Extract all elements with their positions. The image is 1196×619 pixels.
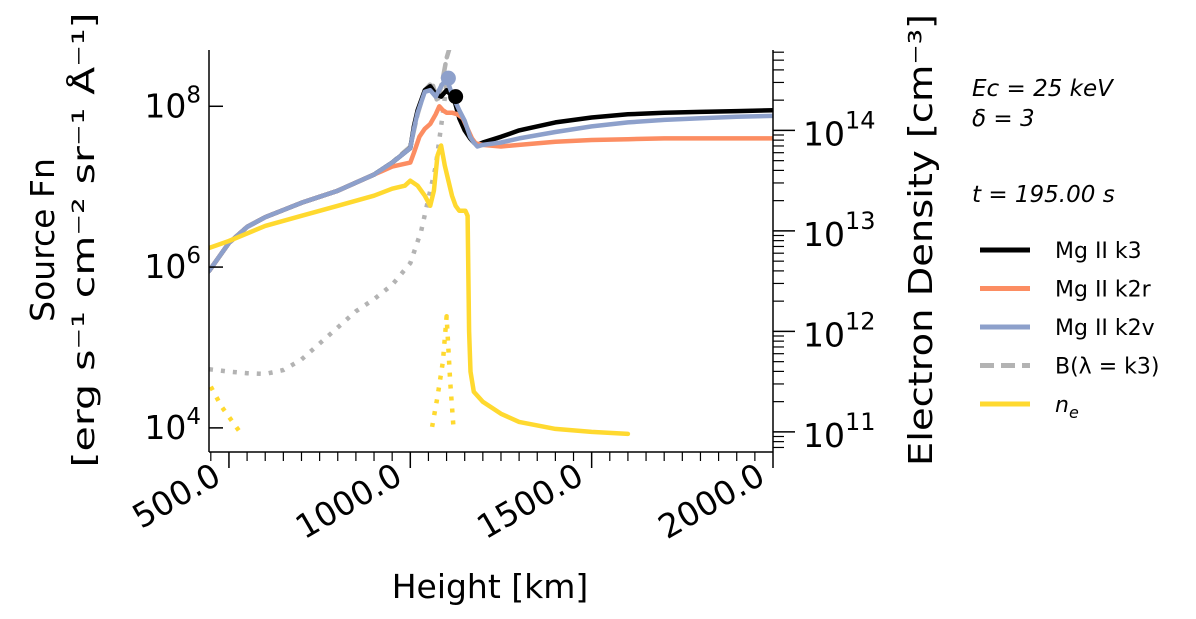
y-left-tick-label: 104 [144, 404, 201, 447]
series-line-mg-ii-k3 [209, 83, 773, 274]
annotation-time: t = 195.00 s [972, 182, 1115, 208]
legend-label: Mg II k2r [1055, 278, 1152, 303]
x-tick-label: 500.0 [126, 455, 227, 536]
annotation-ec: Ec = 25 keV [972, 76, 1115, 102]
legend-label: B(λ = k3) [1055, 355, 1159, 380]
y-right-tick-label: 1012 [803, 307, 876, 354]
x-tick-label: 1500.0 [470, 455, 589, 547]
axes-layer [208, 50, 774, 453]
legend-label: Mg II k3 [1055, 239, 1142, 264]
marker-mg-ii-k2v [440, 70, 456, 86]
y-left-tick-label: 106 [144, 243, 201, 286]
x-tick-label: 2000.0 [652, 455, 771, 547]
legend-label: ne [1055, 393, 1079, 422]
x-axis-label: Height [km] [392, 567, 589, 606]
y-right-tick-label: 1013 [803, 207, 876, 254]
marker-mg-ii-k3 [448, 89, 464, 105]
y-axis-label-left-line2: [erg s⁻¹ cm⁻² sr⁻¹ Å⁻¹] [66, 13, 102, 468]
series-line-mg-ii-k2v [209, 75, 773, 274]
legend-label: Mg II k2v [1055, 316, 1155, 341]
legend: Mg II k3 Mg II k2r Mg II k2v B(λ = k3) ne [980, 239, 1159, 422]
series-line-mg-ii-k2r [209, 104, 773, 274]
series-line-n-e-dotted-left [209, 385, 242, 434]
annotation-ec-text: Ec = 25 keV [972, 76, 1115, 102]
series-line-n-e-dotted-right [429, 314, 457, 433]
x-tick-label: 1000.0 [289, 455, 408, 547]
annotation-delta: δ = 3 [972, 106, 1035, 132]
y-left-tick-label: 108 [144, 82, 201, 125]
ticks-layer: 500.0 1000.0 1500.0 2000.0 104 106 108 1011 1012… [126, 51, 876, 547]
y-axis-label-right: Electron Density [cm⁻³] [901, 14, 940, 466]
series-line-n-e [209, 143, 631, 437]
y-right-tick-label: 1014 [803, 106, 876, 153]
series-line-b-k3-dotted [209, 73, 450, 377]
series-layer [209, 50, 773, 437]
y-right-tick-label: 1011 [803, 408, 876, 455]
y-axis-label-left-line1: Source Fn [23, 158, 62, 322]
